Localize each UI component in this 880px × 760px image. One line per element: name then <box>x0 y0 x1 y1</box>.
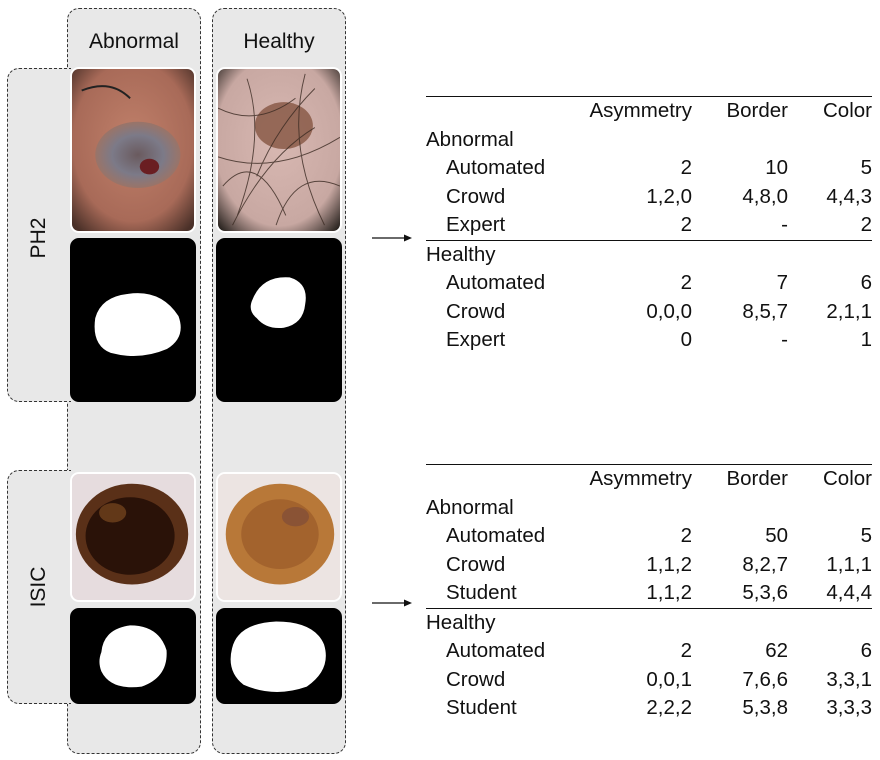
row-label: Crowd <box>446 184 506 208</box>
isic-abc-table: Asymmetry Border Color Abnormal Automate… <box>426 464 872 723</box>
asymmetry-cell: 0,0,1 <box>646 667 692 691</box>
table-row: Expert 0 - 1 <box>426 326 872 355</box>
table-header-asymmetry: Asymmetry <box>556 464 692 494</box>
border-cell: 8,5,7 <box>742 299 788 323</box>
color-cell: 4,4,3 <box>826 184 872 208</box>
row-label: Automated <box>446 524 546 548</box>
arrow-right-icon <box>372 234 412 242</box>
border-cell: 10 <box>765 156 788 180</box>
border-cell: 50 <box>765 524 788 548</box>
row-label: Crowd <box>446 299 506 323</box>
asymmetry-cell: 2 <box>680 213 692 237</box>
color-cell: 6 <box>860 271 872 295</box>
asymmetry-cell: 1,2,0 <box>646 184 692 208</box>
isic-healthy-mask-image <box>216 608 342 704</box>
column-header-healthy: Healthy <box>243 30 315 53</box>
asymmetry-cell: 2 <box>680 639 692 663</box>
border-cell: - <box>781 328 788 352</box>
group-label-abnormal: Abnormal <box>426 127 514 151</box>
color-cell: 3,3,1 <box>826 667 872 691</box>
isic-healthy-lesion-image <box>216 472 342 602</box>
color-cell: 5 <box>860 156 872 180</box>
isic-abnormal-mask-image <box>70 608 196 704</box>
row-label: Student <box>446 581 517 605</box>
group-label-healthy: Healthy <box>426 239 872 269</box>
table-row: Student 1,1,2 5,3,6 4,4,4 <box>426 579 872 608</box>
row-label: Automated <box>446 271 546 295</box>
color-cell: 4,4,4 <box>826 581 872 605</box>
isic-row-panel <box>7 470 71 704</box>
color-cell: 5 <box>860 524 872 548</box>
row-label: Automated <box>446 639 546 663</box>
table-row: Automated 2 62 6 <box>426 637 872 666</box>
color-cell: 2 <box>860 213 872 237</box>
color-cell: 6 <box>860 639 872 663</box>
asymmetry-cell: 0,0,0 <box>646 299 692 323</box>
asymmetry-cell: 1,1,2 <box>646 552 692 576</box>
row-label: Crowd <box>446 667 506 691</box>
ph2-abc-table: Asymmetry Border Color Abnormal Automate… <box>426 96 872 355</box>
table-header-color: Color <box>788 464 872 494</box>
color-cell: 1 <box>860 328 872 352</box>
border-cell: 5,3,8 <box>742 696 788 720</box>
column-header-abnormal: Abnormal <box>89 30 179 53</box>
table-row: Automated 2 10 5 <box>426 154 872 183</box>
row-label: Automated <box>446 156 546 180</box>
ph2-abnormal-mask-image <box>70 238 196 402</box>
asymmetry-cell: 0 <box>680 328 692 352</box>
border-cell: 7 <box>776 271 788 295</box>
table-row: Automated 2 7 6 <box>426 269 872 298</box>
border-cell: - <box>781 213 788 237</box>
row-label-ph2: PH2 <box>27 217 50 259</box>
table-header <box>426 464 556 494</box>
table-header-color: Color <box>788 96 872 126</box>
row-label: Student <box>446 696 517 720</box>
asymmetry-cell: 2 <box>680 271 692 295</box>
table-header-asymmetry: Asymmetry <box>556 96 692 126</box>
table-header <box>426 96 556 126</box>
asymmetry-cell: 1,1,2 <box>646 581 692 605</box>
asymmetry-cell: 2,2,2 <box>646 696 692 720</box>
table-row: Expert 2 - 2 <box>426 211 872 240</box>
color-cell: 3,3,3 <box>826 696 872 720</box>
table-header-border: Border <box>692 464 788 494</box>
table-row: Crowd 0,0,1 7,6,6 3,3,1 <box>426 666 872 695</box>
table-row: Student 2,2,2 5,3,8 3,3,3 <box>426 694 872 723</box>
row-label: Expert <box>446 328 506 352</box>
table-row: Automated 2 50 5 <box>426 522 872 551</box>
group-label-healthy: Healthy <box>426 607 872 637</box>
border-cell: 8,2,7 <box>742 552 788 576</box>
color-cell: 2,1,1 <box>826 299 872 323</box>
arrow-right-icon <box>372 599 412 607</box>
color-cell: 1,1,1 <box>826 552 872 576</box>
border-cell: 4,8,0 <box>742 184 788 208</box>
ph2-healthy-lesion-image <box>216 67 342 233</box>
border-cell: 62 <box>765 639 788 663</box>
table-row: Crowd 0,0,0 8,5,7 2,1,1 <box>426 298 872 327</box>
table-header-border: Border <box>692 96 788 126</box>
row-label: Expert <box>446 213 506 237</box>
asymmetry-cell: 2 <box>680 524 692 548</box>
ph2-abnormal-lesion-image <box>70 67 196 233</box>
asymmetry-cell: 2 <box>680 156 692 180</box>
border-cell: 5,3,6 <box>742 581 788 605</box>
group-label-abnormal: Abnormal <box>426 495 514 519</box>
ph2-row-panel <box>7 68 71 402</box>
table-row: Crowd 1,1,2 8,2,7 1,1,1 <box>426 551 872 580</box>
ph2-healthy-mask-image <box>216 238 342 402</box>
row-label-isic: ISIC <box>27 566 50 608</box>
table-row: Crowd 1,2,0 4,8,0 4,4,3 <box>426 183 872 212</box>
isic-abnormal-lesion-image <box>70 472 196 602</box>
border-cell: 7,6,6 <box>742 667 788 691</box>
row-label: Crowd <box>446 552 506 576</box>
